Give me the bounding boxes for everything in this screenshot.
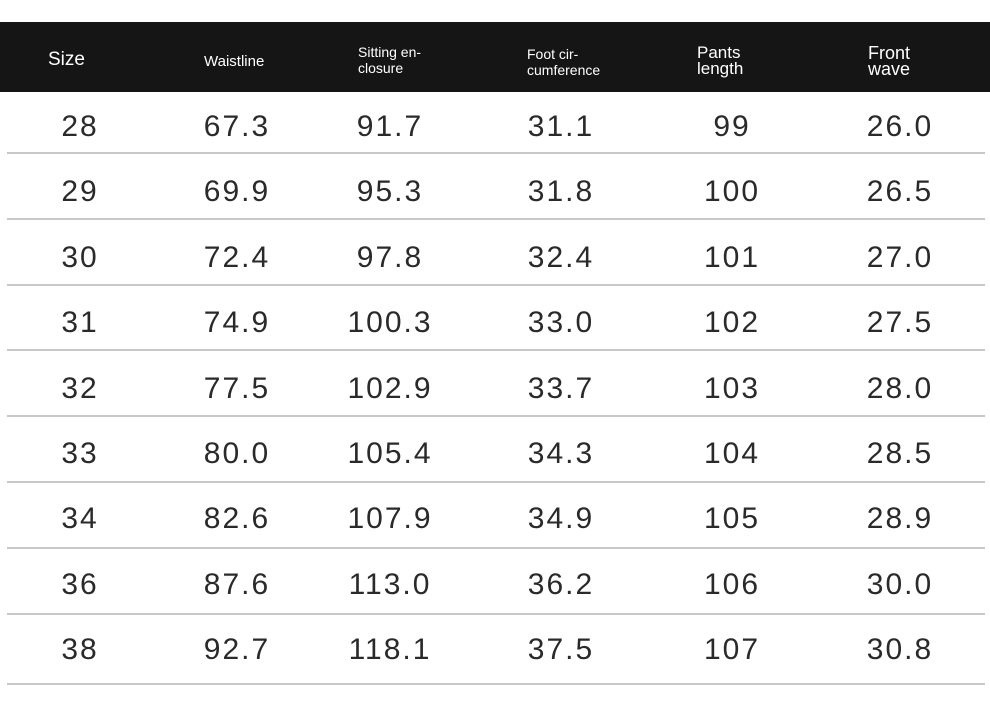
table-cell: 99 xyxy=(713,110,751,143)
header-cell: Front wave xyxy=(868,43,911,79)
row-divider xyxy=(7,546,985,549)
table-cell: 102.9 xyxy=(347,371,433,405)
table-cell: 28.9 xyxy=(866,502,934,536)
table-cell: 36.2 xyxy=(527,567,595,601)
header-text: cumference xyxy=(527,62,601,78)
row-divider xyxy=(7,283,985,286)
header-text: wave xyxy=(868,59,911,79)
header-cell: Size xyxy=(48,49,85,70)
table-cell: 32 xyxy=(61,371,99,405)
header-cell: Pants length xyxy=(697,43,744,78)
table-cell: 31.8 xyxy=(527,175,595,209)
table-cell: 105 xyxy=(703,502,761,536)
row-divider xyxy=(7,152,985,154)
table-cell: 105.4 xyxy=(347,437,433,470)
table-cell: 34.3 xyxy=(527,437,595,470)
table-cell: 107 xyxy=(703,633,761,667)
table-cell: 26.0 xyxy=(866,110,934,143)
table-cell: 91.7 xyxy=(356,110,424,143)
table-cell: 100 xyxy=(703,175,761,209)
table-cell: 67.3 xyxy=(203,110,271,143)
table-cell: 38 xyxy=(61,633,99,667)
table-cell: 77.5 xyxy=(203,371,271,405)
table-cell: 30.8 xyxy=(866,633,934,667)
table-cell: 97.8 xyxy=(356,240,424,274)
table-cell: 34 xyxy=(61,502,99,536)
table-cell: 106 xyxy=(703,567,761,601)
table-cell: 101 xyxy=(703,240,761,274)
table-cell: 87.6 xyxy=(203,567,271,601)
table-cell: 118.1 xyxy=(348,633,432,667)
header-text: length xyxy=(697,59,744,78)
table-cell: 34.9 xyxy=(527,502,595,536)
header-text: Sitting en- xyxy=(358,44,422,60)
header-text: Waistline xyxy=(204,53,265,70)
table-cell: 28 xyxy=(61,110,99,143)
table-cell: 28.5 xyxy=(866,437,934,470)
row-divider xyxy=(7,349,985,352)
table-cell: 74.9 xyxy=(203,306,271,340)
row-divider xyxy=(7,481,985,483)
table-cell: 31.1 xyxy=(527,110,595,143)
row-divider xyxy=(7,683,985,685)
table-cell: 113.0 xyxy=(348,567,432,601)
header-text: Size xyxy=(48,49,85,70)
table-cell: 102 xyxy=(703,306,761,340)
table-cell: 69.9 xyxy=(203,175,271,209)
table-cell: 80.0 xyxy=(203,437,271,470)
table-cell: 103 xyxy=(703,371,761,405)
table-cell: 104 xyxy=(703,437,761,470)
table-cell: 27.0 xyxy=(866,240,934,274)
table-cell: 31 xyxy=(61,306,99,340)
header-text: Foot cir- xyxy=(527,46,579,62)
table-cell: 107.9 xyxy=(347,502,433,536)
table-cell: 32.4 xyxy=(527,240,595,274)
header-text: closure xyxy=(358,60,404,76)
row-divider xyxy=(7,415,985,418)
table-cell: 30.0 xyxy=(866,567,934,601)
table-cell: 27.5 xyxy=(866,306,934,340)
header-text: Front xyxy=(868,43,911,63)
table-cell: 29 xyxy=(61,175,99,209)
table-cell: 26.5 xyxy=(866,175,934,209)
table-cell: 95.3 xyxy=(356,175,424,209)
header-cell: Sitting en-closure xyxy=(358,44,421,76)
table-cell: 37.5 xyxy=(527,633,595,667)
table-header: Size Waistline Sitting en-closure Foot cir-… xyxy=(0,22,990,92)
row-divider xyxy=(7,217,985,220)
header-text: Pants xyxy=(697,43,741,62)
table-cell: 30 xyxy=(61,240,99,274)
table-cell: 33.0 xyxy=(527,306,595,340)
table-cell: 28.0 xyxy=(866,371,934,405)
table-cell: 33 xyxy=(61,437,99,470)
table-cell: 92.7 xyxy=(203,633,271,667)
table-cell: 100.3 xyxy=(347,306,433,340)
table-cell: 36 xyxy=(61,567,99,601)
table-cell: 82.6 xyxy=(203,502,271,536)
header-cell: Foot cir-cumference xyxy=(527,46,600,78)
table-cell: 33.7 xyxy=(527,371,595,405)
header-cell: Waistline xyxy=(204,54,264,70)
table-cell: 72.4 xyxy=(203,240,271,274)
row-divider xyxy=(7,612,985,615)
